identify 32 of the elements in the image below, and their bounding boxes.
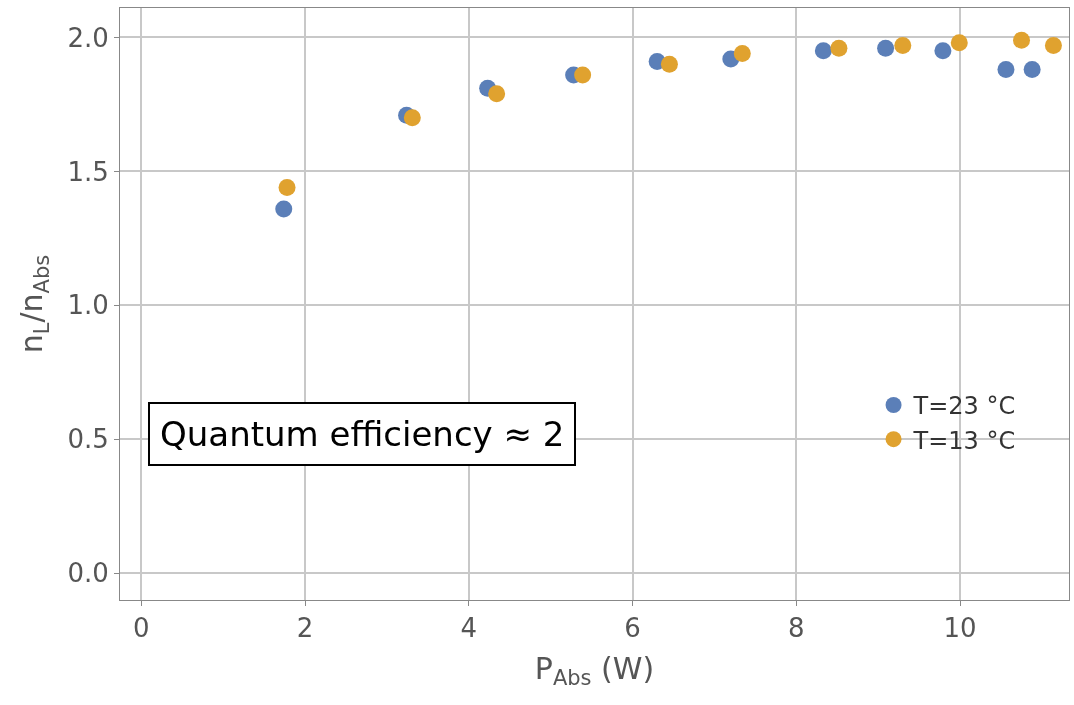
point: [1013, 31, 1031, 49]
point: [950, 34, 968, 52]
x-tick-label: 10: [943, 613, 977, 644]
y-tick-label: 1.5: [67, 156, 109, 187]
point: [830, 39, 848, 57]
x-tick-label: 6: [624, 613, 641, 644]
x-axis-title: P$_{Abs}$ (W): [534, 650, 655, 690]
point: [574, 66, 592, 84]
point: [997, 61, 1015, 79]
point: [660, 55, 678, 73]
point: [403, 109, 421, 127]
legend-label: T=23 °C: [912, 392, 1016, 421]
y-tick-label: 0.5: [67, 424, 109, 455]
annotation: Quantum efficiency ≈ 2: [160, 414, 565, 454]
point: [733, 45, 751, 63]
point: [934, 42, 952, 60]
point: [275, 200, 293, 218]
legend-label: T=13 °C: [912, 426, 1016, 455]
point: [1044, 37, 1062, 54]
point: [814, 42, 832, 60]
point: [877, 39, 895, 57]
y-tick-label: 1.0: [67, 290, 109, 321]
y-tick-label: 0.0: [67, 558, 109, 589]
point: [488, 85, 506, 103]
x-tick-label: 2: [296, 613, 314, 644]
x-tick-label: 8: [788, 613, 805, 644]
y-tick-label: 2.0: [67, 22, 109, 53]
point: [894, 37, 912, 54]
x-tick-label: 0: [133, 613, 150, 644]
point: [1023, 61, 1041, 79]
point: [278, 178, 296, 196]
x-tick-label: 4: [460, 613, 478, 644]
